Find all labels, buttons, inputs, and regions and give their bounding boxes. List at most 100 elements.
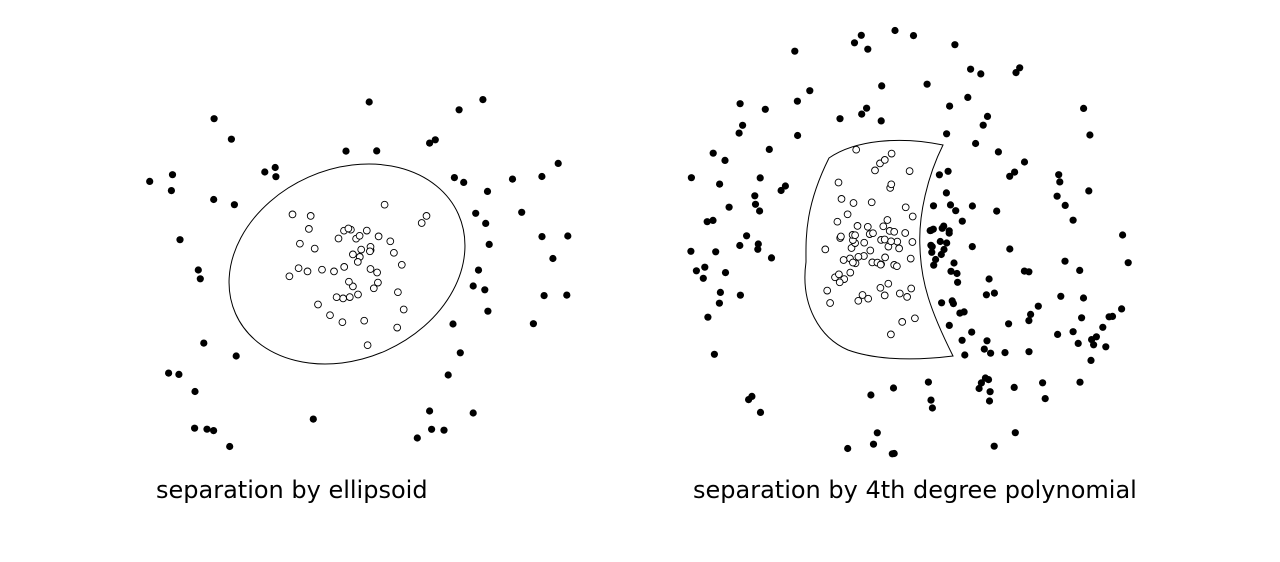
filled-point bbox=[985, 397, 994, 405]
open-point bbox=[366, 265, 375, 273]
filled-point bbox=[972, 139, 980, 148]
filled-point bbox=[968, 243, 976, 251]
open-point bbox=[338, 318, 347, 327]
filled-point bbox=[704, 313, 712, 321]
open-point bbox=[880, 235, 889, 244]
filled-point bbox=[725, 203, 733, 211]
filled-point bbox=[754, 240, 762, 248]
filled-point bbox=[739, 121, 747, 129]
filled-point bbox=[979, 121, 987, 129]
open-point bbox=[374, 278, 382, 287]
filled-point bbox=[977, 70, 985, 78]
open-point bbox=[393, 323, 402, 332]
filled-point bbox=[549, 254, 557, 263]
open-point bbox=[294, 264, 303, 273]
filled-point bbox=[928, 248, 936, 256]
filled-point bbox=[191, 424, 199, 432]
open-point bbox=[340, 263, 349, 271]
filled-point bbox=[1053, 192, 1061, 200]
filled-point bbox=[1069, 216, 1077, 224]
open-point bbox=[898, 318, 907, 326]
filled-point bbox=[483, 187, 492, 195]
open-point bbox=[821, 245, 830, 254]
filled-point bbox=[889, 384, 898, 392]
open-point bbox=[908, 212, 917, 221]
filled-point bbox=[1025, 268, 1033, 276]
filled-point bbox=[981, 374, 990, 382]
open-point bbox=[903, 293, 911, 301]
filled-point bbox=[930, 261, 938, 269]
open-point bbox=[887, 330, 895, 339]
filled-point bbox=[1005, 320, 1013, 328]
filled-point bbox=[1027, 310, 1035, 318]
filled-point bbox=[928, 243, 936, 251]
open-point bbox=[849, 199, 858, 207]
open-point bbox=[905, 167, 914, 175]
filled-point bbox=[940, 222, 948, 230]
filled-point bbox=[945, 229, 953, 237]
filled-point bbox=[983, 337, 991, 345]
filled-point bbox=[767, 254, 776, 262]
filled-point bbox=[909, 31, 918, 40]
open-point bbox=[823, 286, 832, 295]
filled-point bbox=[793, 97, 802, 105]
open-point bbox=[863, 222, 872, 231]
filled-point bbox=[1061, 201, 1069, 209]
filled-point bbox=[924, 378, 933, 386]
open-point bbox=[373, 268, 381, 277]
open-point bbox=[330, 267, 338, 276]
filled-point bbox=[938, 299, 946, 307]
filled-point bbox=[993, 207, 1001, 215]
filled-point bbox=[946, 102, 954, 110]
filled-point bbox=[986, 388, 994, 396]
filled-point bbox=[1041, 395, 1049, 403]
open-point bbox=[901, 229, 910, 237]
open-point bbox=[871, 166, 879, 175]
filled-point bbox=[365, 98, 373, 106]
open-point bbox=[879, 222, 888, 231]
filled-point bbox=[987, 349, 995, 357]
open-point bbox=[884, 279, 893, 288]
open-point bbox=[334, 234, 343, 243]
open-point bbox=[887, 180, 896, 189]
filled-point bbox=[712, 248, 720, 256]
filled-point bbox=[942, 189, 951, 197]
filled-point bbox=[165, 369, 173, 377]
filled-point bbox=[426, 139, 434, 147]
open-point bbox=[394, 288, 402, 297]
filled-point bbox=[756, 174, 764, 182]
filled-point bbox=[692, 267, 701, 275]
filled-point bbox=[200, 339, 208, 347]
filled-point bbox=[518, 208, 526, 216]
open-point bbox=[837, 232, 845, 241]
open-points-group bbox=[821, 145, 919, 339]
open-point bbox=[833, 217, 842, 226]
polynomial-panel bbox=[687, 26, 1132, 458]
filled-point bbox=[1010, 383, 1018, 391]
open-point bbox=[911, 314, 919, 323]
filled-point bbox=[983, 112, 992, 120]
open-point bbox=[869, 229, 877, 238]
filled-point bbox=[806, 87, 814, 95]
filled-point bbox=[994, 148, 1003, 156]
filled-points-group bbox=[146, 96, 572, 451]
filled-point bbox=[431, 136, 439, 144]
filled-point bbox=[1079, 294, 1088, 302]
filled-point bbox=[968, 328, 976, 336]
filled-point bbox=[484, 307, 492, 315]
filled-point bbox=[687, 247, 695, 255]
filled-point bbox=[791, 47, 799, 55]
filled-point bbox=[961, 351, 969, 359]
filled-point bbox=[736, 291, 745, 299]
filled-point bbox=[701, 263, 709, 271]
filled-point bbox=[935, 171, 944, 179]
filled-point bbox=[474, 266, 483, 274]
filled-point bbox=[867, 391, 875, 399]
filled-point bbox=[1078, 314, 1086, 322]
filled-point bbox=[194, 266, 202, 274]
filled-point bbox=[472, 209, 480, 217]
filled-point bbox=[1086, 131, 1094, 139]
open-point bbox=[846, 268, 855, 277]
filled-point bbox=[176, 236, 184, 244]
